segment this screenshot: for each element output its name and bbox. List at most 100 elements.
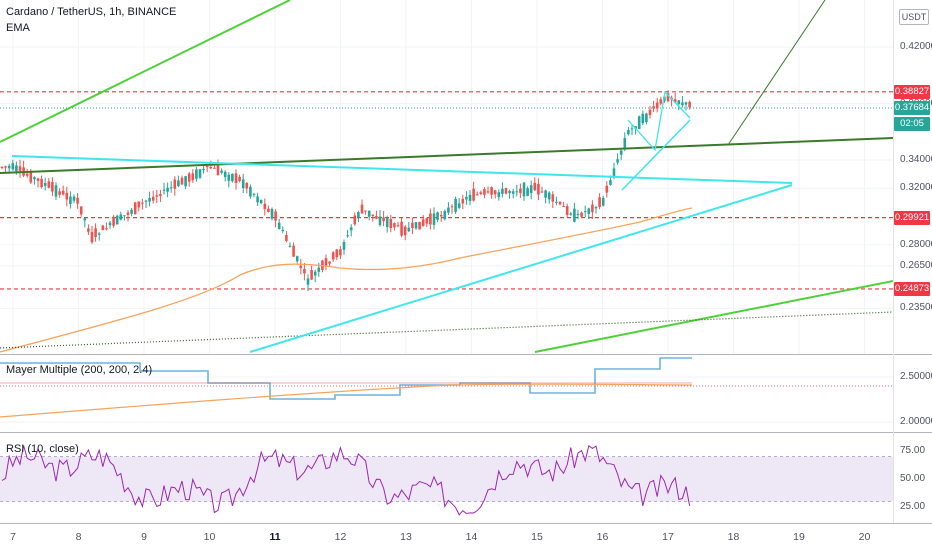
mayer-pane[interactable]: Mayer Multiple (200, 200, 2.4) bbox=[0, 355, 893, 432]
candle-body bbox=[605, 185, 609, 193]
candle-body bbox=[177, 180, 180, 187]
candle-body bbox=[378, 216, 382, 226]
candle-body bbox=[576, 213, 580, 215]
candle-body bbox=[490, 187, 493, 195]
rsi-legend: RSI (10, close) bbox=[6, 443, 79, 455]
candle-body bbox=[461, 198, 465, 204]
price-tag: 0.38827 bbox=[894, 84, 930, 99]
candle-body bbox=[655, 102, 659, 109]
candle-body bbox=[349, 227, 353, 231]
candle-body bbox=[555, 201, 558, 203]
candle-body bbox=[562, 205, 565, 207]
candle-body bbox=[382, 217, 385, 222]
candle-body bbox=[58, 191, 61, 195]
candle-body bbox=[328, 261, 331, 264]
rsi-line bbox=[1, 445, 691, 516]
candle-body bbox=[227, 174, 231, 181]
candle-body bbox=[342, 242, 346, 250]
candle-body bbox=[231, 173, 234, 182]
candle-body bbox=[281, 229, 285, 232]
time-tick-label: 19 bbox=[793, 531, 805, 543]
candle-body bbox=[51, 181, 54, 192]
price-pane[interactable]: Cardano / TetherUS, 1h, BINANCE EMA bbox=[0, 0, 893, 354]
candle-body bbox=[569, 213, 573, 215]
candle-body bbox=[313, 271, 317, 276]
candle-body bbox=[346, 235, 349, 237]
candle-body bbox=[87, 228, 90, 232]
candle-body bbox=[598, 197, 601, 207]
candle-body bbox=[112, 216, 115, 226]
candle-body bbox=[457, 203, 461, 208]
candle-body bbox=[285, 235, 288, 241]
mayer-chart-svg bbox=[0, 357, 893, 423]
rsi-pane[interactable]: RSI (10, close) bbox=[0, 433, 893, 523]
candle-body bbox=[385, 218, 389, 228]
candle-body bbox=[519, 188, 522, 194]
candle-body bbox=[324, 258, 328, 267]
candle-body bbox=[601, 197, 605, 206]
candle-body bbox=[393, 223, 396, 228]
candle-body bbox=[97, 233, 101, 235]
candle-body bbox=[94, 228, 97, 237]
candle-body bbox=[609, 180, 612, 185]
candle-body bbox=[292, 245, 295, 257]
time-tick-label: 17 bbox=[662, 531, 674, 543]
candle-body bbox=[623, 138, 627, 149]
candle-body bbox=[148, 197, 151, 202]
candle-body bbox=[40, 178, 43, 187]
candle-body bbox=[4, 166, 7, 168]
candle-body bbox=[403, 226, 407, 236]
candle-body bbox=[151, 196, 155, 201]
candle-body bbox=[501, 188, 504, 194]
candle-body bbox=[245, 182, 249, 189]
candle-body bbox=[33, 177, 36, 180]
candle-body bbox=[137, 201, 141, 208]
candle-body bbox=[454, 198, 457, 212]
candle-body bbox=[565, 206, 569, 215]
candle-body bbox=[652, 106, 655, 109]
price-chart-svg[interactable] bbox=[0, 0, 893, 354]
time-tick-label: 7 bbox=[10, 531, 16, 543]
candle-body bbox=[0, 166, 4, 168]
candle-body bbox=[375, 215, 378, 219]
candle-body bbox=[317, 267, 321, 272]
candle-body bbox=[69, 196, 72, 204]
candle-body bbox=[508, 190, 511, 194]
trendline-cyan-top bbox=[11, 155, 793, 184]
candle-body bbox=[425, 218, 429, 224]
candle-body bbox=[587, 208, 591, 214]
price-axis[interactable] bbox=[893, 0, 932, 523]
candle-body bbox=[414, 222, 418, 229]
candle-body bbox=[43, 182, 47, 186]
candle-body bbox=[119, 214, 123, 220]
candle-body bbox=[198, 169, 202, 178]
candle-body bbox=[115, 215, 119, 225]
candle-body bbox=[241, 179, 245, 189]
candle-body bbox=[47, 181, 51, 188]
candle-body bbox=[432, 213, 436, 225]
candle-body bbox=[630, 128, 634, 130]
time-tick-label: 14 bbox=[465, 531, 478, 543]
pane-divider[interactable] bbox=[0, 354, 932, 355]
time-tick-label: 13 bbox=[400, 531, 412, 543]
candle-body bbox=[483, 189, 486, 195]
candle-body bbox=[209, 167, 213, 169]
currency-badge[interactable]: USDT bbox=[899, 9, 929, 25]
candle-body bbox=[612, 168, 616, 177]
price-tag: 0.24873 bbox=[894, 281, 930, 296]
candle-body bbox=[267, 208, 270, 212]
candle-body bbox=[61, 190, 65, 195]
candle-body bbox=[537, 183, 540, 195]
pane-divider[interactable] bbox=[0, 432, 932, 433]
rsi-tick-label: 75.00 bbox=[900, 445, 926, 456]
candle-body bbox=[191, 173, 195, 181]
candle-body bbox=[688, 101, 691, 108]
trendline-upper-green bbox=[0, 0, 291, 143]
candle-body bbox=[360, 204, 364, 214]
candle-body bbox=[389, 218, 393, 229]
candle-body bbox=[76, 197, 79, 204]
time-tick-label: 8 bbox=[75, 531, 82, 543]
